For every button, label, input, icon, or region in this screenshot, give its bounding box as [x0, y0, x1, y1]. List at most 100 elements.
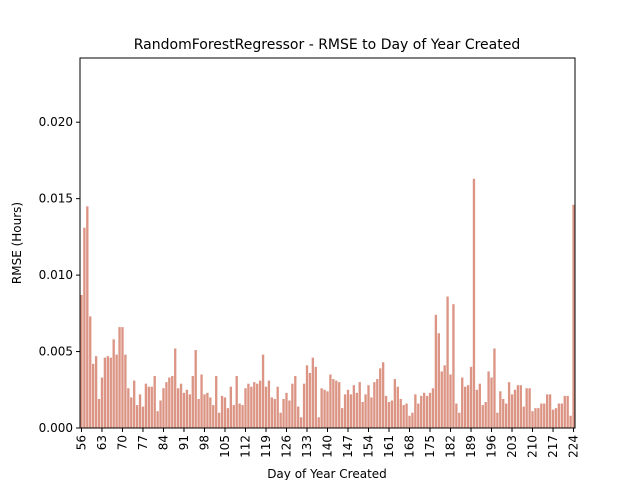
bar — [244, 388, 247, 428]
bar — [135, 405, 139, 428]
x-tick-label: 98 — [197, 435, 211, 450]
x-tick-label: 77 — [136, 435, 150, 450]
bar — [197, 398, 200, 428]
bar — [89, 316, 92, 428]
bar — [504, 403, 508, 428]
bar — [299, 417, 303, 428]
plot-frame — [79, 57, 576, 429]
bar — [258, 380, 262, 428]
bar — [329, 374, 332, 428]
bar — [402, 405, 405, 428]
bar — [144, 383, 148, 428]
bar — [112, 339, 115, 428]
bar — [94, 356, 98, 428]
bar — [466, 385, 470, 428]
bar — [475, 389, 479, 428]
bar — [326, 391, 329, 428]
x-tick-label: 154 — [362, 435, 376, 458]
bar — [215, 376, 218, 428]
y-tick-label: 0.000 — [39, 421, 73, 435]
bar — [156, 411, 159, 428]
bar — [519, 385, 522, 428]
bar — [92, 363, 95, 428]
bar — [425, 395, 429, 428]
bar — [297, 406, 300, 428]
bar — [352, 385, 356, 428]
bar — [121, 327, 124, 428]
x-tick-label: 182 — [444, 435, 458, 458]
bar — [153, 376, 156, 428]
bar — [379, 368, 382, 428]
bar — [241, 405, 244, 428]
bar — [355, 392, 358, 428]
x-tick-label: 70 — [115, 435, 129, 450]
bar — [502, 398, 505, 428]
bar — [141, 406, 145, 428]
y-tick-label: 0.010 — [39, 268, 73, 282]
bar — [206, 392, 209, 428]
bar — [291, 383, 294, 428]
bar — [176, 388, 180, 428]
x-tick-label: 63 — [95, 435, 109, 450]
bar — [434, 314, 438, 428]
bar — [557, 403, 561, 428]
bar — [522, 406, 525, 428]
bar — [159, 400, 162, 428]
bar — [106, 356, 109, 428]
bar — [133, 380, 136, 428]
bar — [305, 365, 309, 428]
bar — [463, 386, 467, 428]
x-tick-label: 210 — [526, 435, 540, 458]
bar — [405, 403, 408, 428]
bar — [294, 376, 297, 428]
bar — [115, 354, 118, 428]
bar — [364, 394, 367, 428]
bar — [174, 348, 177, 428]
bar — [569, 415, 572, 428]
bar — [118, 327, 121, 428]
bar — [97, 398, 101, 428]
bar — [496, 412, 499, 428]
bar — [247, 383, 250, 428]
bar — [387, 402, 391, 428]
bar — [138, 394, 142, 428]
bar — [270, 397, 274, 428]
bar — [373, 382, 376, 428]
bar — [150, 386, 153, 428]
x-tick-label: 119 — [259, 435, 273, 458]
bar — [420, 395, 423, 428]
bar — [182, 392, 186, 428]
bar — [200, 374, 203, 428]
bar — [165, 382, 168, 428]
x-tick-label: 91 — [177, 435, 191, 450]
x-tick-label: 196 — [485, 435, 499, 458]
bar — [534, 408, 537, 428]
bar — [516, 385, 520, 428]
y-tick-label: 0.020 — [39, 115, 73, 129]
bar — [452, 304, 455, 428]
bar — [229, 386, 233, 428]
bar — [185, 389, 189, 428]
bar — [212, 405, 215, 428]
bar — [548, 394, 552, 428]
bar — [168, 377, 171, 428]
bar — [232, 405, 235, 428]
bar — [279, 412, 282, 428]
bar — [431, 388, 435, 428]
x-tick-label: 168 — [403, 435, 417, 458]
bar — [566, 395, 569, 428]
bar — [308, 372, 312, 428]
x-tick-label: 140 — [321, 435, 335, 458]
chart-title: RandomForestRegressor - RMSE to Day of Y… — [134, 37, 520, 53]
bar — [217, 412, 221, 428]
bar — [250, 386, 253, 428]
bar — [124, 354, 127, 428]
bar — [282, 398, 285, 428]
x-axis-label: Day of Year Created — [267, 467, 387, 480]
x-tick-label: 161 — [382, 435, 396, 458]
bar — [358, 382, 361, 428]
bar — [478, 383, 481, 428]
bar — [428, 392, 432, 428]
bar — [226, 408, 230, 428]
